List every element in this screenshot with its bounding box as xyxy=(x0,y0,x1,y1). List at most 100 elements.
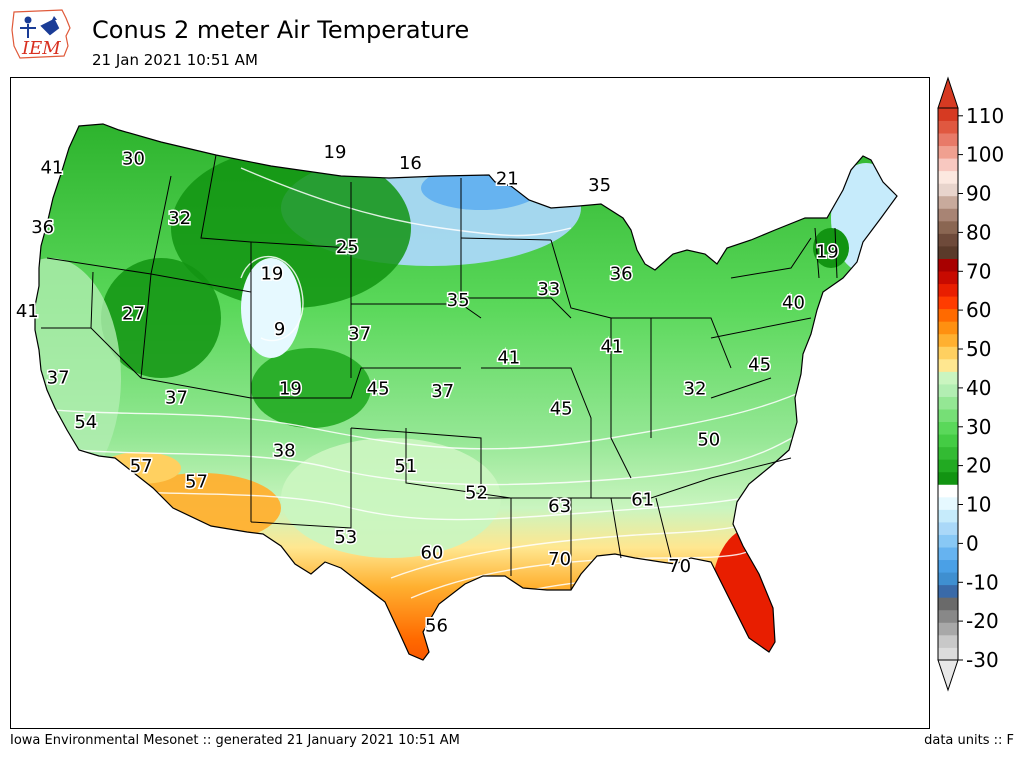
iem-logo: IEM xyxy=(8,6,76,64)
station-value-label: 37 xyxy=(348,323,371,344)
station-value-label: 33 xyxy=(537,279,560,300)
station-value-label: 37 xyxy=(47,368,70,389)
colorbar-swatch xyxy=(938,133,958,147)
colorbar-tick-label: 50 xyxy=(966,337,991,361)
colorbar: 110 100 90 80 70 60 50 40 30 20 10 0 -10 -20 -30 xyxy=(930,70,1024,700)
station-value-label: 54 xyxy=(74,412,97,433)
colorbar-tick-label: 60 xyxy=(966,298,991,322)
colorbar-swatch xyxy=(938,597,958,611)
station-value-label: 16 xyxy=(399,153,422,174)
colorbar-tick-label: -20 xyxy=(966,609,999,633)
colorbar-bottom-arrow xyxy=(937,659,959,692)
station-value-label: 60 xyxy=(420,543,443,564)
colorbar-tick-label: 80 xyxy=(966,220,991,244)
temperature-map: 41 30 19 16 21 35 36 32 19 41 25 19 35 33 36 27 9 37 40 37 4… xyxy=(14,123,898,661)
station-value-label: 19 xyxy=(279,379,302,400)
us-outline xyxy=(34,123,898,661)
colorbar-swatch xyxy=(938,634,958,648)
colorbar-swatch xyxy=(938,120,958,134)
station-value-label: 36 xyxy=(31,217,54,238)
station-value-label: 70 xyxy=(548,549,571,570)
colorbar-swatches xyxy=(938,108,958,661)
station-value-label: 37 xyxy=(165,388,188,409)
colorbar-swatch xyxy=(938,296,958,310)
colorbar-swatch xyxy=(938,522,958,535)
colorbar-swatch xyxy=(938,308,958,322)
colorbar-swatch xyxy=(938,534,958,548)
map-frame[interactable]: 41 30 19 16 21 35 36 32 19 41 25 19 35 33 36 27 9 37 40 37 4… xyxy=(10,77,930,729)
colorbar-swatch xyxy=(938,246,958,259)
station-value-label: 61 xyxy=(631,489,654,510)
colorbar-swatch xyxy=(938,459,958,473)
station-value-label: 19 xyxy=(260,264,283,285)
station-value-label: 19 xyxy=(324,142,347,163)
station-value-label: 36 xyxy=(610,264,633,285)
station-value-label: 35 xyxy=(588,175,611,196)
colorbar-swatch xyxy=(938,622,958,636)
footer-units: data units :: F xyxy=(924,733,1014,748)
station-value-label: 51 xyxy=(394,456,417,477)
colorbar-tick-label: 110 xyxy=(966,104,1004,128)
colorbar-tick-label: -30 xyxy=(966,648,999,672)
station-value-label: 35 xyxy=(447,290,470,311)
map-subtitle: 21 Jan 2021 10:51 AM xyxy=(92,51,258,69)
station-value-label: 9 xyxy=(274,319,285,340)
colorbar-swatch xyxy=(938,333,958,347)
colorbar-tick-label: 70 xyxy=(966,259,991,283)
station-value-label: 27 xyxy=(122,303,145,324)
colorbar-swatch xyxy=(938,396,958,410)
colorbar-swatch xyxy=(938,547,958,561)
station-value-label: 32 xyxy=(684,379,707,400)
colorbar-swatch xyxy=(938,559,958,573)
station-value-label: 45 xyxy=(550,399,573,420)
station-value-label: 50 xyxy=(697,430,720,451)
map-title: Conus 2 meter Air Temperature xyxy=(92,16,470,44)
colorbar-swatch xyxy=(938,484,958,498)
station-value-label: 63 xyxy=(548,496,571,517)
colorbar-top-arrow xyxy=(937,76,959,109)
colorbar-tick-label: -10 xyxy=(966,570,999,594)
station-value-label: 53 xyxy=(334,527,357,548)
footer-credit: Iowa Environmental Mesonet :: generated … xyxy=(10,733,460,748)
station-value-label: 32 xyxy=(168,208,191,229)
colorbar-swatch xyxy=(938,421,958,435)
colorbar-tick-label: 0 xyxy=(966,531,979,555)
colorbar-swatch xyxy=(938,471,958,485)
station-value-label: 57 xyxy=(130,456,153,477)
colorbar-swatch xyxy=(938,647,958,661)
station-value-label: 70 xyxy=(668,556,691,577)
colorbar-swatch xyxy=(938,208,958,222)
colorbar-swatch xyxy=(938,108,958,121)
colorbar-swatch xyxy=(938,321,958,335)
colorbar-tick-label: 20 xyxy=(966,454,991,478)
station-value-label: 41 xyxy=(600,337,623,358)
station-value-label: 52 xyxy=(465,483,488,504)
colorbar-swatch xyxy=(938,346,958,360)
station-labels: 41 30 19 16 21 35 36 32 19 41 25 19 35 33 36 27 9 37 40 37 4… xyxy=(14,140,840,638)
station-value-label: 45 xyxy=(748,354,771,375)
colorbar-swatch xyxy=(938,170,958,184)
colorbar-swatch xyxy=(938,283,958,297)
station-value-label: 25 xyxy=(336,237,359,258)
colorbar-swatch xyxy=(938,220,958,234)
station-value-label: 21 xyxy=(496,168,519,189)
colorbar-swatch xyxy=(938,572,958,586)
colorbar-tick-label: 30 xyxy=(966,415,991,439)
station-value-label: 41 xyxy=(497,348,520,369)
station-value-label: 56 xyxy=(425,616,448,637)
colorbar-swatch xyxy=(938,195,958,209)
colorbar-swatch xyxy=(938,446,958,460)
colorbar-swatch xyxy=(938,233,958,247)
colorbar-swatch xyxy=(938,183,958,197)
station-value-label: 37 xyxy=(431,381,454,402)
station-value-label: 19 xyxy=(816,241,839,262)
colorbar-swatch xyxy=(938,258,958,272)
logo-text: IEM xyxy=(21,38,61,59)
station-value-label: 30 xyxy=(122,149,145,170)
colorbar-swatch xyxy=(938,158,958,172)
colorbar-swatch xyxy=(938,409,958,423)
station-value-label: 41 xyxy=(40,157,63,178)
colorbar-swatch xyxy=(938,271,958,285)
